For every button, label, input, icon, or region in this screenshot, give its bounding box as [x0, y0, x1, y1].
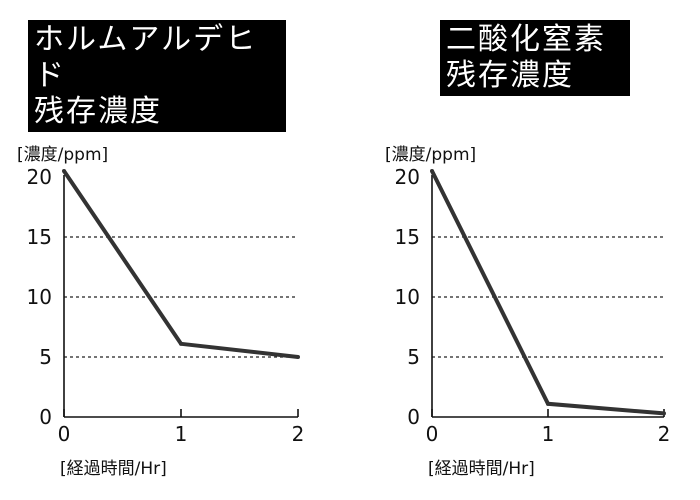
- x-axis-label-formaldehyde: [経過時間/Hr]: [60, 459, 167, 479]
- x-axis-label-nitrogen-dioxide: [経過時間/Hr]: [428, 459, 535, 479]
- y-axis-label-formaldehyde: [濃度/ppm]: [17, 145, 108, 165]
- x-tick-label-formaldehyde-1: 1: [175, 422, 188, 446]
- y-tick-label-formaldehyde-15: 15: [27, 225, 52, 249]
- data-point-formaldehyde-1: [179, 341, 183, 346]
- data-point-nitrogen-dioxide-2: [662, 411, 666, 416]
- data-point-formaldehyde-0: [62, 169, 66, 173]
- y-tick-label-formaldehyde-10: 10: [27, 285, 52, 309]
- y-tick-label-nitrogen-dioxide-15: 15: [395, 225, 420, 249]
- x-tick-label-nitrogen-dioxide-2: 2: [658, 422, 671, 446]
- chart-title-nitrogen-dioxide: 二酸化窒素 残存濃度: [440, 20, 630, 96]
- y-tick-label-formaldehyde-20: 20: [27, 165, 52, 189]
- y-tick-label-nitrogen-dioxide-10: 10: [395, 285, 420, 309]
- y-tick-label-nitrogen-dioxide-0: 0: [407, 405, 420, 429]
- x-tick-label-formaldehyde-0: 0: [58, 422, 71, 446]
- x-tick-label-nitrogen-dioxide-1: 1: [542, 422, 555, 446]
- y-tick-label-formaldehyde-5: 5: [39, 345, 52, 369]
- y-tick-label-formaldehyde-0: 0: [39, 405, 52, 429]
- y-tick-label-nitrogen-dioxide-5: 5: [407, 345, 420, 369]
- x-tick-label-formaldehyde-2: 2: [292, 422, 305, 446]
- x-tick-label-nitrogen-dioxide-0: 0: [426, 422, 439, 446]
- y-tick-label-nitrogen-dioxide-20: 20: [395, 165, 420, 189]
- data-point-nitrogen-dioxide-0: [430, 169, 434, 173]
- y-axis-label-nitrogen-dioxide: [濃度/ppm]: [385, 145, 476, 165]
- series-line-formaldehyde: [62, 169, 299, 359]
- series-line-nitrogen-dioxide: [430, 170, 665, 416]
- chart-title-formaldehyde: ホルムアルデヒド 残存濃度: [28, 20, 286, 132]
- data-point-formaldehyde-2: [296, 355, 300, 359]
- data-point-nitrogen-dioxide-1: [546, 401, 550, 406]
